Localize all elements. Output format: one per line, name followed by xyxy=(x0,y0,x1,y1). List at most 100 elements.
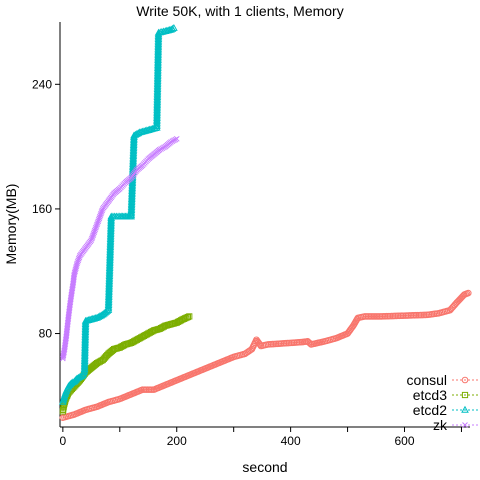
data-point xyxy=(81,331,90,339)
data-point xyxy=(102,307,110,315)
data-point xyxy=(107,222,115,230)
data-point xyxy=(81,342,89,350)
data-point xyxy=(104,296,113,304)
data-point xyxy=(153,115,161,123)
data-point xyxy=(153,81,162,89)
data-point xyxy=(106,251,114,259)
data-point xyxy=(92,226,99,233)
data-point xyxy=(184,313,191,321)
legend-key-zk-marker xyxy=(462,422,468,428)
legend-key-consul-marker xyxy=(461,376,469,384)
data-point xyxy=(74,260,80,267)
data-point xyxy=(107,223,115,231)
data-point xyxy=(105,286,113,294)
data-point xyxy=(153,120,161,128)
data-point xyxy=(95,216,102,223)
data-point xyxy=(80,366,89,374)
data-point xyxy=(106,231,115,239)
data-point xyxy=(104,293,113,300)
data-point xyxy=(106,257,114,265)
data-point xyxy=(93,223,100,229)
data-point xyxy=(105,278,114,286)
data-point xyxy=(105,273,114,281)
data-point xyxy=(104,291,113,299)
y-tick-label: 240 xyxy=(32,77,52,91)
data-point xyxy=(154,39,163,47)
data-point xyxy=(81,350,89,358)
data-point xyxy=(91,227,98,234)
data-point xyxy=(154,33,163,41)
data-point xyxy=(105,270,114,278)
data-point xyxy=(153,114,161,121)
data-point xyxy=(173,135,180,142)
data-point xyxy=(152,122,161,130)
data-point xyxy=(105,283,113,291)
data-point xyxy=(106,249,114,257)
data-point xyxy=(106,238,115,246)
data-point xyxy=(153,118,161,126)
plot-area xyxy=(58,24,472,421)
x-axis-label: second xyxy=(242,459,287,475)
data-point xyxy=(81,334,90,342)
data-point xyxy=(104,301,113,309)
data-point xyxy=(154,60,162,68)
data-point xyxy=(154,62,162,70)
data-point xyxy=(153,65,162,73)
data-point xyxy=(105,264,114,271)
data-point xyxy=(154,43,163,51)
data-point xyxy=(97,213,103,220)
data-point xyxy=(81,329,90,337)
data-point xyxy=(154,48,163,55)
legend-label-etcd2: etcd2 xyxy=(413,402,447,418)
data-point xyxy=(106,226,115,234)
data-point xyxy=(81,324,90,332)
data-point xyxy=(107,225,115,233)
data-point xyxy=(80,365,89,373)
data-point xyxy=(75,257,82,264)
data-point xyxy=(154,31,163,39)
data-point xyxy=(81,337,89,345)
data-point xyxy=(153,89,162,97)
x-tick-label: 0 xyxy=(60,434,67,448)
data-point xyxy=(153,72,162,80)
data-point xyxy=(168,24,177,32)
data-point xyxy=(73,262,80,268)
data-point xyxy=(153,107,161,115)
data-point xyxy=(88,237,95,243)
data-point xyxy=(153,88,162,96)
legend-label-etcd3: etcd3 xyxy=(413,387,447,403)
data-point xyxy=(154,57,162,65)
data-point xyxy=(153,117,161,125)
data-point xyxy=(80,353,89,361)
data-point xyxy=(95,218,102,225)
data-point xyxy=(105,259,114,267)
legend-label-consul: consul xyxy=(407,372,447,388)
series-zk xyxy=(59,135,180,362)
data-point xyxy=(153,96,162,104)
data-point xyxy=(106,246,115,254)
data-point xyxy=(170,24,178,31)
data-point xyxy=(106,228,115,236)
data-point xyxy=(106,243,115,251)
data-point xyxy=(153,109,161,117)
data-point xyxy=(153,68,162,76)
y-axis-label: Memory(MB) xyxy=(3,184,19,265)
data-point xyxy=(105,265,114,273)
data-point xyxy=(81,340,89,348)
data-point xyxy=(81,328,90,336)
data-point xyxy=(186,313,193,320)
data-point xyxy=(89,234,96,240)
data-point xyxy=(152,123,161,131)
data-point xyxy=(105,268,114,276)
data-point xyxy=(93,224,99,231)
data-point xyxy=(154,51,162,59)
data-point xyxy=(98,209,105,215)
data-point xyxy=(74,259,81,265)
data-point xyxy=(104,304,113,312)
data-point xyxy=(96,215,103,222)
legend-key-etcd2-marker xyxy=(461,405,469,413)
data-point xyxy=(154,41,163,49)
data-point xyxy=(94,221,100,228)
data-point xyxy=(104,299,113,307)
x-axis-ticks: 0 200 400 600 xyxy=(60,427,462,448)
